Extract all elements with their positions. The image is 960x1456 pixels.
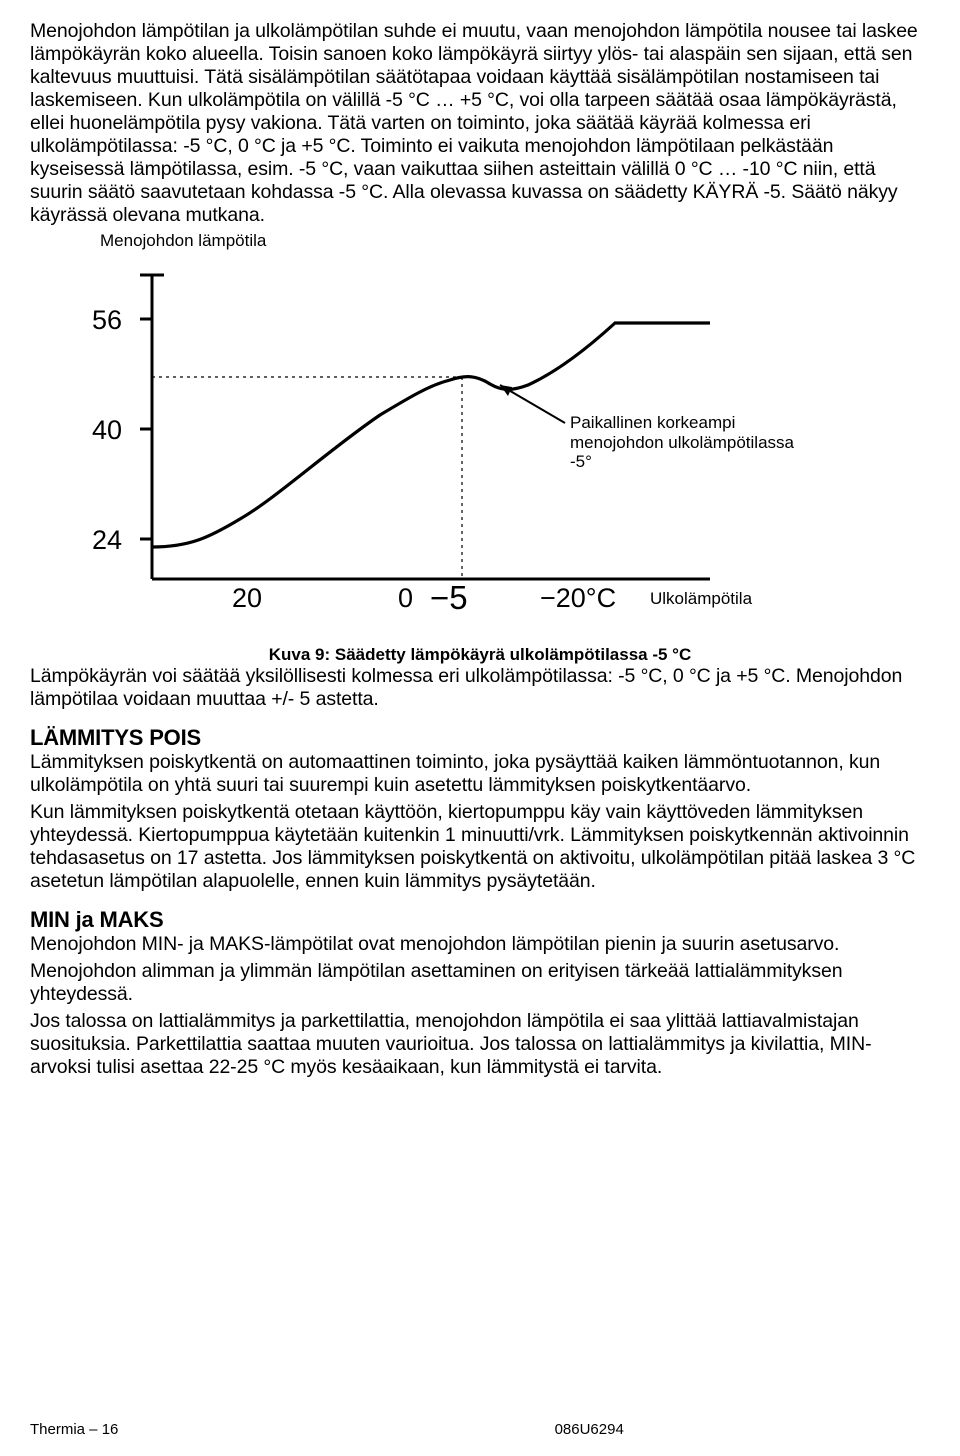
x-tick-m20c: −20°C <box>540 583 616 614</box>
heat-off-para-1: Lämmityksen poiskytkentä on automaattine… <box>30 751 930 797</box>
page-footer: Thermia – 16 086U6294 <box>30 1421 930 1438</box>
x-tick-m5: −5 <box>430 579 468 617</box>
intro-paragraph: Menojohdon lämpötilan ja ulkolämpötilan … <box>30 20 930 227</box>
footer-left: Thermia – 16 <box>30 1421 118 1438</box>
heating-curve-chart: 56 40 24 20 0 −5 −20°C Paikallinen korke… <box>70 257 790 637</box>
y-tick-40: 40 <box>72 415 122 446</box>
figure-caption: Kuva 9: Säädetty lämpökäyrä ulkolämpötil… <box>30 645 930 665</box>
minmax-para-2: Menojohdon alimman ja ylimmän lämpötilan… <box>30 960 930 1006</box>
minmax-para-1: Menojohdon MIN- ja MAKS-lämpötilat ovat … <box>30 933 930 956</box>
x-axis-label: Ulkolämpötila <box>650 589 752 609</box>
bump-annotation: Paikallinen korkeampi menojohdon ulkoläm… <box>570 413 800 472</box>
x-tick-20: 20 <box>232 583 262 614</box>
footer-center: 086U6294 <box>248 1421 930 1438</box>
y-axis-title: Menojohdon lämpötila <box>100 231 930 251</box>
curve-adjust-paragraph: Lämpökäyrän voi säätää yksilöllisesti ko… <box>30 665 930 711</box>
minmax-para-3: Jos talossa on lattialämmitys ja parkett… <box>30 1010 930 1079</box>
x-tick-0: 0 <box>398 583 413 614</box>
heat-off-para-2: Kun lämmityksen poiskytkentä otetaan käy… <box>30 801 930 893</box>
heading-min-maks: MIN ja MAKS <box>30 907 930 933</box>
y-tick-56: 56 <box>72 305 122 336</box>
heading-lammitys-pois: LÄMMITYS POIS <box>30 725 930 751</box>
y-tick-24: 24 <box>72 525 122 556</box>
